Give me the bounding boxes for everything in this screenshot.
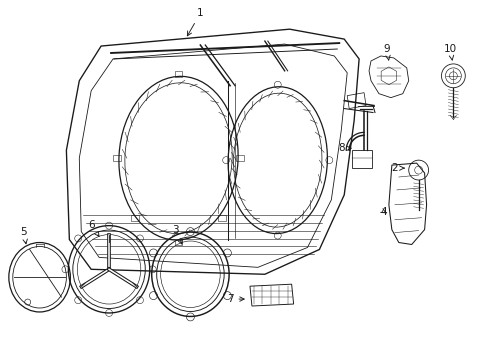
Text: 3: 3 <box>172 225 182 244</box>
Text: 2: 2 <box>392 163 404 173</box>
Text: 7: 7 <box>227 294 244 304</box>
Text: 1: 1 <box>187 8 204 36</box>
Text: 5: 5 <box>21 226 27 244</box>
Text: 9: 9 <box>384 44 390 60</box>
Text: 8: 8 <box>338 143 351 153</box>
Text: 10: 10 <box>444 44 457 60</box>
Text: 4: 4 <box>381 207 387 217</box>
Text: 6: 6 <box>88 220 99 237</box>
